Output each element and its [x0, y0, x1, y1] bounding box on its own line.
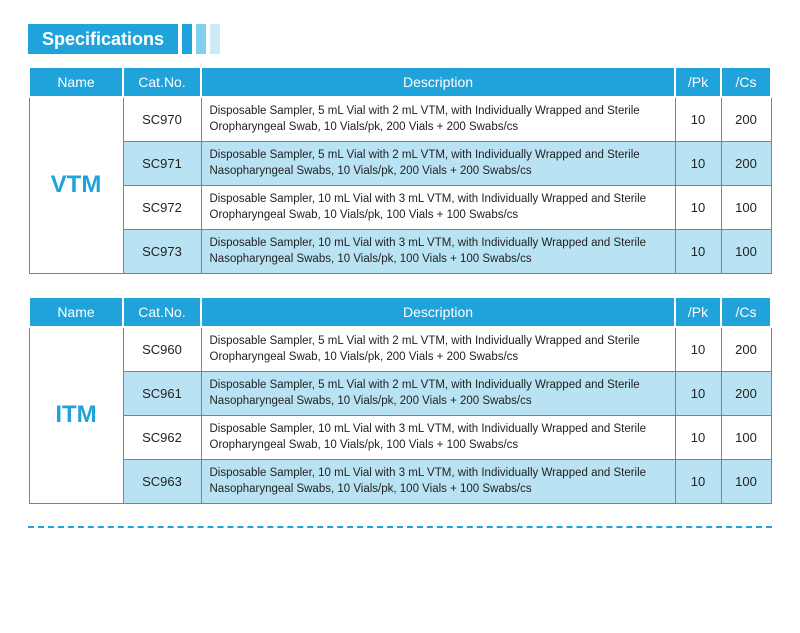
- per-pack: 10: [675, 460, 721, 504]
- column-header-cs: /Cs: [721, 67, 771, 97]
- description: Disposable Sampler, 10 mL Vial with 3 mL…: [201, 186, 675, 230]
- description: Disposable Sampler, 10 mL Vial with 3 mL…: [201, 230, 675, 274]
- per-case: 200: [721, 142, 771, 186]
- per-case: 100: [721, 416, 771, 460]
- cat-no: SC972: [123, 186, 201, 230]
- table-row: SC961Disposable Sampler, 5 mL Vial with …: [29, 372, 771, 416]
- column-header-name: Name: [29, 67, 123, 97]
- per-pack: 10: [675, 372, 721, 416]
- table-row: SC962Disposable Sampler, 10 mL Vial with…: [29, 416, 771, 460]
- spec-table: NameCat.No.Description/Pk/CsVTMSC970Disp…: [28, 66, 772, 274]
- per-pack: 10: [675, 327, 721, 372]
- description: Disposable Sampler, 5 mL Vial with 2 mL …: [201, 97, 675, 142]
- per-pack: 10: [675, 142, 721, 186]
- per-case: 200: [721, 97, 771, 142]
- per-pack: 10: [675, 416, 721, 460]
- per-pack: 10: [675, 97, 721, 142]
- group-name: VTM: [29, 97, 123, 274]
- table-row: VTMSC970Disposable Sampler, 5 mL Vial wi…: [29, 97, 771, 142]
- per-case: 100: [721, 230, 771, 274]
- section-title-bar: Specifications: [28, 24, 772, 54]
- column-header-pk: /Pk: [675, 67, 721, 97]
- tables-host: NameCat.No.Description/Pk/CsVTMSC970Disp…: [28, 66, 772, 504]
- accent-stripe: [182, 24, 192, 54]
- cat-no: SC960: [123, 327, 201, 372]
- per-pack: 10: [675, 230, 721, 274]
- table-row: SC963Disposable Sampler, 10 mL Vial with…: [29, 460, 771, 504]
- description: Disposable Sampler, 5 mL Vial with 2 mL …: [201, 372, 675, 416]
- column-header-cat: Cat.No.: [123, 67, 201, 97]
- cat-no: SC962: [123, 416, 201, 460]
- table-row: ITMSC960Disposable Sampler, 5 mL Vial wi…: [29, 327, 771, 372]
- cat-no: SC973: [123, 230, 201, 274]
- description: Disposable Sampler, 5 mL Vial with 2 mL …: [201, 142, 675, 186]
- column-header-desc: Description: [201, 67, 675, 97]
- spec-table: NameCat.No.Description/Pk/CsITMSC960Disp…: [28, 296, 772, 504]
- per-case: 100: [721, 460, 771, 504]
- table-row: SC973Disposable Sampler, 10 mL Vial with…: [29, 230, 771, 274]
- description: Disposable Sampler, 5 mL Vial with 2 mL …: [201, 327, 675, 372]
- per-case: 200: [721, 327, 771, 372]
- per-pack: 10: [675, 186, 721, 230]
- per-case: 100: [721, 186, 771, 230]
- accent-stripe: [196, 24, 206, 54]
- description: Disposable Sampler, 10 mL Vial with 3 mL…: [201, 460, 675, 504]
- per-case: 200: [721, 372, 771, 416]
- column-header-cs: /Cs: [721, 297, 771, 327]
- column-header-pk: /Pk: [675, 297, 721, 327]
- table-row: SC972Disposable Sampler, 10 mL Vial with…: [29, 186, 771, 230]
- section-title: Specifications: [28, 24, 178, 54]
- cat-no: SC970: [123, 97, 201, 142]
- cat-no: SC963: [123, 460, 201, 504]
- accent-stripe: [210, 24, 220, 54]
- description: Disposable Sampler, 10 mL Vial with 3 mL…: [201, 416, 675, 460]
- cat-no: SC961: [123, 372, 201, 416]
- column-header-cat: Cat.No.: [123, 297, 201, 327]
- cat-no: SC971: [123, 142, 201, 186]
- dashed-separator: [28, 526, 772, 528]
- table-row: SC971Disposable Sampler, 5 mL Vial with …: [29, 142, 771, 186]
- group-name: ITM: [29, 327, 123, 504]
- column-header-name: Name: [29, 297, 123, 327]
- column-header-desc: Description: [201, 297, 675, 327]
